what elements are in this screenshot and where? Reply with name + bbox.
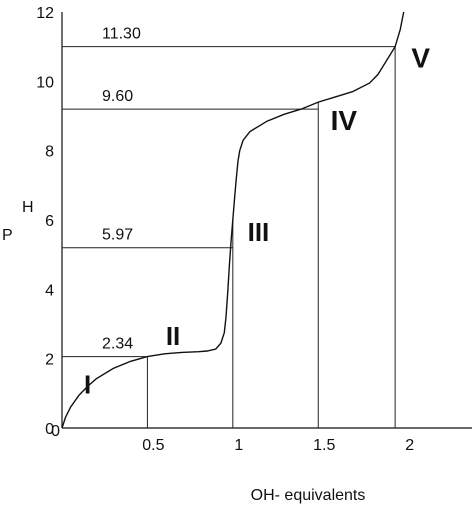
region-label: II (166, 321, 180, 351)
y-tick-label: 2 (45, 352, 54, 369)
pka-label: 11.30 (102, 26, 141, 43)
reference-lines-group: 2.34 5.97 9.60 11.30 (62, 26, 396, 428)
region-label: III (248, 217, 270, 247)
y-tick-label: 10 (36, 74, 54, 91)
curve-group (61, 11, 405, 429)
pka-label: 2.34 (102, 336, 133, 353)
origin-label: 0 (51, 423, 60, 440)
y-tick-label: 0 (45, 421, 54, 438)
titration-curve (61, 11, 405, 429)
y-tick-label: 12 (36, 5, 54, 22)
axes-group (61, 12, 472, 429)
tick-labels-group: 0 2 4 6 8 10 12 0.5 1 1.5 2 0 (36, 5, 414, 454)
region-label: I (84, 369, 91, 399)
x-tick-label: 0.5 (142, 437, 164, 454)
x-axis-label: OH- equivalents (251, 487, 366, 504)
y-tick-label: 8 (45, 144, 54, 161)
region-label: IV (331, 105, 358, 136)
axis-labels-group: OH- equivalents PH (2, 199, 365, 504)
x-tick-label: 1.5 (313, 437, 335, 454)
y-axis-label-h: H (22, 199, 34, 216)
y-tick-label: 6 (45, 213, 54, 230)
x-tick-label: 1 (234, 437, 243, 454)
y-axis-label-p: P (2, 227, 13, 244)
region-label: V (411, 42, 430, 73)
pka-label: 5.97 (102, 227, 133, 244)
y-tick-label: 4 (45, 282, 54, 299)
x-tick-label: 2 (405, 437, 414, 454)
pka-label: 9.60 (102, 88, 133, 105)
